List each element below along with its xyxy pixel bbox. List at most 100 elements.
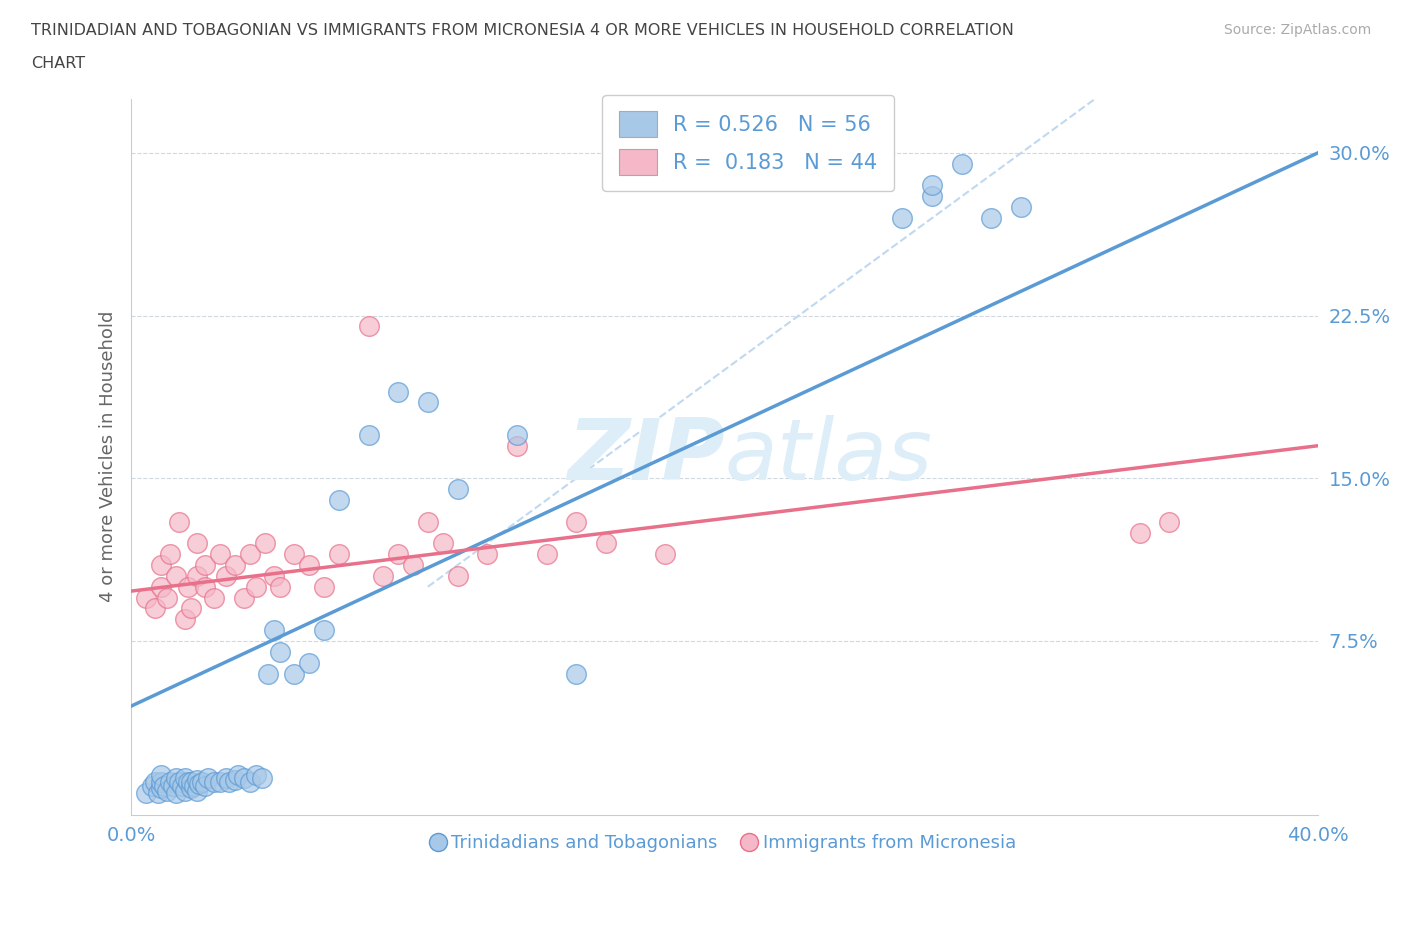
Point xyxy=(215,568,238,583)
Point xyxy=(446,568,468,583)
Point xyxy=(387,547,409,562)
Point xyxy=(180,781,202,796)
Point xyxy=(194,779,217,794)
Point xyxy=(283,666,305,681)
Point xyxy=(141,779,163,794)
Point xyxy=(446,482,468,497)
Point xyxy=(165,770,187,785)
Point xyxy=(218,775,240,790)
Point xyxy=(536,547,558,562)
Point xyxy=(165,786,187,801)
Point xyxy=(180,601,202,616)
Point xyxy=(328,493,350,508)
Point xyxy=(191,775,214,790)
Point xyxy=(149,775,172,790)
Point xyxy=(165,568,187,583)
Point xyxy=(1129,525,1152,540)
Point xyxy=(250,770,273,785)
Point xyxy=(209,547,232,562)
Point xyxy=(167,775,190,790)
Point xyxy=(194,558,217,573)
Point xyxy=(245,768,267,783)
Point xyxy=(153,779,176,794)
Point xyxy=(186,773,208,788)
Point xyxy=(269,644,291,659)
Point xyxy=(173,783,195,798)
Legend: Trinidadians and Tobagonians, Immigrants from Micronesia: Trinidadians and Tobagonians, Immigrants… xyxy=(426,827,1024,859)
Point xyxy=(432,536,454,551)
Point xyxy=(357,319,380,334)
Point xyxy=(506,438,529,453)
Point xyxy=(226,768,249,783)
Point xyxy=(373,568,395,583)
Point xyxy=(263,623,285,638)
Point xyxy=(298,558,321,573)
Point xyxy=(156,591,179,605)
Point xyxy=(263,568,285,583)
Point xyxy=(269,579,291,594)
Text: Source: ZipAtlas.com: Source: ZipAtlas.com xyxy=(1223,23,1371,37)
Point xyxy=(135,786,157,801)
Point xyxy=(253,536,276,551)
Point xyxy=(416,514,439,529)
Point xyxy=(149,558,172,573)
Point xyxy=(1010,200,1032,215)
Point xyxy=(159,547,181,562)
Point xyxy=(173,612,195,627)
Y-axis label: 4 or more Vehicles in Household: 4 or more Vehicles in Household xyxy=(100,311,117,603)
Point xyxy=(239,547,262,562)
Point xyxy=(980,210,1002,225)
Point xyxy=(921,178,943,193)
Point xyxy=(186,536,208,551)
Point xyxy=(1159,514,1181,529)
Point xyxy=(176,775,198,790)
Point xyxy=(215,770,238,785)
Point xyxy=(595,536,617,551)
Point xyxy=(416,395,439,410)
Point xyxy=(149,768,172,783)
Point xyxy=(224,558,246,573)
Point xyxy=(135,591,157,605)
Point xyxy=(143,601,166,616)
Point xyxy=(891,210,914,225)
Point xyxy=(202,591,225,605)
Point xyxy=(298,656,321,671)
Point xyxy=(209,775,232,790)
Point xyxy=(202,775,225,790)
Point xyxy=(239,775,262,790)
Point xyxy=(188,777,211,791)
Point xyxy=(245,579,267,594)
Point xyxy=(233,770,256,785)
Point xyxy=(921,189,943,204)
Point xyxy=(328,547,350,562)
Point xyxy=(162,779,184,794)
Point xyxy=(156,783,179,798)
Point xyxy=(256,666,278,681)
Point xyxy=(654,547,676,562)
Point xyxy=(173,770,195,785)
Point xyxy=(186,783,208,798)
Point xyxy=(387,384,409,399)
Point xyxy=(194,579,217,594)
Point xyxy=(312,579,335,594)
Point xyxy=(159,775,181,790)
Point xyxy=(197,770,219,785)
Point xyxy=(312,623,335,638)
Point xyxy=(176,579,198,594)
Point xyxy=(186,568,208,583)
Point xyxy=(167,514,190,529)
Point xyxy=(506,428,529,443)
Point xyxy=(233,591,256,605)
Point xyxy=(283,547,305,562)
Point xyxy=(183,779,205,794)
Text: CHART: CHART xyxy=(31,56,84,71)
Point xyxy=(402,558,425,573)
Point xyxy=(357,428,380,443)
Text: ZIP: ZIP xyxy=(567,415,724,498)
Point xyxy=(146,786,169,801)
Text: TRINIDADIAN AND TOBAGONIAN VS IMMIGRANTS FROM MICRONESIA 4 OR MORE VEHICLES IN H: TRINIDADIAN AND TOBAGONIAN VS IMMIGRANTS… xyxy=(31,23,1014,38)
Point xyxy=(565,666,588,681)
Point xyxy=(477,547,499,562)
Point xyxy=(143,775,166,790)
Point xyxy=(170,779,193,794)
